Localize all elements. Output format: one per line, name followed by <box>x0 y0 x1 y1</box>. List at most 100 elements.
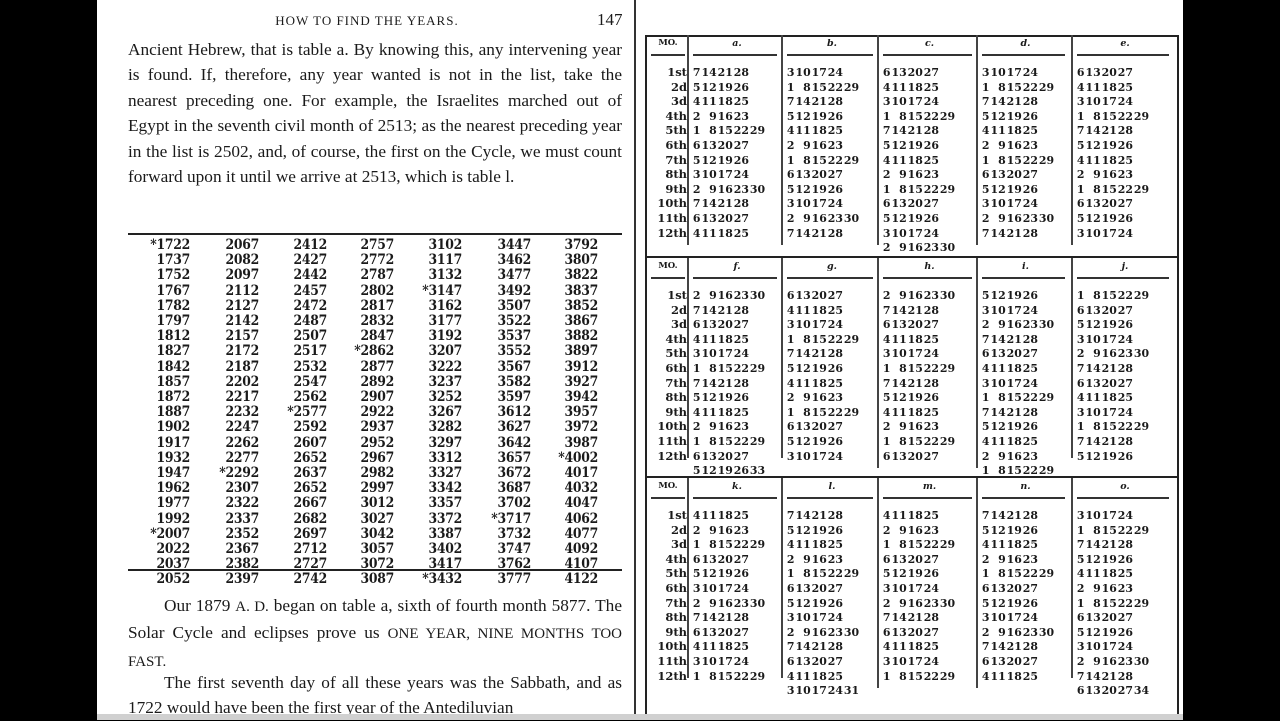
day-number: 25 <box>923 508 939 522</box>
day-number: 3 <box>692 167 701 182</box>
year-cell: 3837 <box>564 282 599 299</box>
day-cell: 1 8152229 <box>786 405 859 419</box>
day-number: 18 <box>811 302 827 317</box>
day-number: 27 <box>827 419 843 434</box>
year-cell: 2277 <box>225 449 260 466</box>
day-number: 8 <box>1093 419 1101 434</box>
day-number: 20 <box>1101 375 1117 390</box>
day-number: 16 <box>811 551 827 566</box>
day-cell: 5121926 <box>981 596 1038 610</box>
day-number: 26 <box>827 181 843 196</box>
day-cell: 3101724 <box>1076 639 1133 653</box>
day-number: 2 <box>1076 581 1085 595</box>
day-cell: 5121926 <box>786 182 843 196</box>
day-number: 28 <box>1117 668 1133 683</box>
scrollbar-track[interactable] <box>97 714 1183 720</box>
day-number: 27 <box>1022 581 1038 595</box>
day-number: 21 <box>811 346 827 361</box>
day-number: 6 <box>692 211 701 225</box>
day-number: 23 <box>923 595 939 610</box>
day-number: 4 <box>786 123 795 138</box>
day-number: 17 <box>811 448 827 463</box>
day-number: 6 <box>981 167 990 182</box>
day-number: 22 <box>923 181 939 196</box>
day-number: 21 <box>1101 434 1117 448</box>
day-cell: 2 91623 <box>786 390 843 404</box>
day-number: 17 <box>1006 302 1022 317</box>
day-number: 6 <box>786 654 795 668</box>
day-cell: 6132027 <box>882 449 939 463</box>
year-cell: 3387 <box>428 525 463 542</box>
day-number: 10 <box>1085 508 1101 522</box>
day-number: 30 <box>939 288 956 302</box>
day-number: 9 <box>803 624 811 639</box>
day-number: 5 <box>882 211 891 225</box>
column-rule <box>976 35 978 245</box>
day-cell: 3101724 <box>981 196 1038 210</box>
day-cell: 3101724 <box>882 94 939 108</box>
day-number: 3 <box>692 581 701 595</box>
year-cell: 3012 <box>360 495 395 512</box>
day-number: 9 <box>998 448 1006 463</box>
day-number: 8 <box>1093 181 1101 196</box>
day-number: 13 <box>701 211 717 225</box>
year-cell: 3702 <box>497 495 532 512</box>
day-number: 12 <box>701 463 717 478</box>
header-rule <box>787 277 873 279</box>
day-cell: 1 8152229 <box>1076 109 1149 123</box>
day-number: 18 <box>1101 390 1117 405</box>
month-table: MO. 1st 2d 3d 4th 5th 6th 7th 8th 9th 10th 11th 12th… <box>645 35 1179 255</box>
year-cell: 1857 <box>156 373 191 390</box>
day-number: 30 <box>843 624 860 639</box>
mo-header: MO. <box>658 481 678 491</box>
day-cell: 4111825 <box>786 669 843 683</box>
year-cell: 3852 <box>564 297 599 314</box>
day-number: 20 <box>907 317 923 332</box>
day-number: 5 <box>1076 317 1085 332</box>
day-number: 14 <box>990 508 1006 522</box>
day-number: 20 <box>907 65 923 79</box>
day-number: 6 <box>1076 610 1085 625</box>
header-rule <box>651 497 685 499</box>
year-cell: 3927 <box>564 373 599 390</box>
month-label: 3d <box>670 537 687 552</box>
day-number: 18 <box>907 639 923 654</box>
day-number: 34 <box>1133 683 1150 698</box>
day-number: 17 <box>907 654 923 668</box>
day-number: 26 <box>733 152 749 167</box>
day-number: 17 <box>717 654 733 668</box>
year-cell: 1902 <box>156 419 191 436</box>
day-number: 28 <box>1022 404 1038 419</box>
day-number: 21 <box>1006 331 1022 346</box>
year-cell: 3597 <box>497 389 532 405</box>
day-number: 28 <box>923 375 939 390</box>
table-letter-header: f. <box>733 261 741 272</box>
day-number: 28 <box>1022 225 1038 240</box>
day-number: 20 <box>907 624 923 639</box>
day-number: 27 <box>1117 610 1133 625</box>
day-number: 27 <box>733 211 749 225</box>
day-number: 1 <box>786 79 795 94</box>
month-label: 3d <box>670 317 687 332</box>
day-cell: 5121926 <box>981 288 1038 302</box>
day-number: 26 <box>733 390 749 405</box>
year-cell: 2547 <box>293 373 328 390</box>
day-cell: 6132027 <box>981 167 1038 181</box>
day-number: 18 <box>907 79 923 94</box>
day-number: 19 <box>811 181 827 196</box>
month-label: 11th <box>657 211 687 225</box>
day-number: 19 <box>717 390 733 405</box>
day-number: 9 <box>1093 581 1101 595</box>
day-number: 13 <box>1085 610 1101 625</box>
day-number: 23 <box>1022 551 1038 566</box>
day-number: 16 <box>811 138 827 152</box>
day-cell: 6132027 <box>1076 65 1133 79</box>
day-number: 15 <box>1101 522 1117 537</box>
day-number: 13 <box>1085 375 1101 390</box>
day-cell: 6132027 <box>692 138 749 152</box>
day-number: 13 <box>1085 196 1101 211</box>
day-number: 29 <box>1133 419 1150 434</box>
month-table: MO. 1st 2d 3d 4th 5th 6th 7th 8th 9th 10th 11th 12th… <box>645 258 1179 478</box>
day-number: 26 <box>827 522 843 537</box>
starred-year-cell: *2007 <box>150 525 190 542</box>
